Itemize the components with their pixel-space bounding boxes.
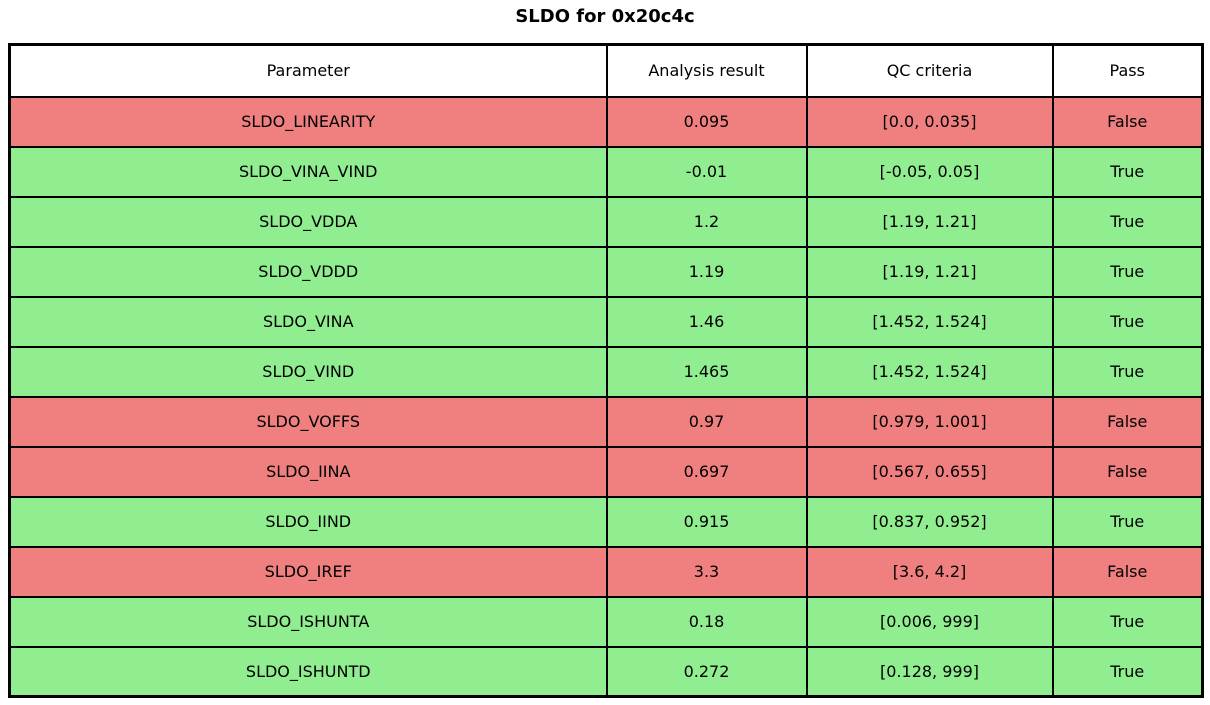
column-header-parameter: Parameter	[8, 43, 608, 98]
analysis-result-cell: 0.697	[605, 445, 808, 498]
parameter-cell: SLDO_VINA	[8, 295, 608, 348]
column-header-analysis-result: Analysis result	[605, 43, 808, 98]
pass-cell: False	[1051, 445, 1204, 498]
parameter-cell: SLDO_VDDA	[8, 195, 608, 248]
parameter-cell: SLDO_ISHUNTD	[8, 645, 608, 698]
table-row: SLDO_ISHUNTD 0.272 [0.128, 999] True	[8, 645, 1204, 698]
analysis-result-cell: 1.19	[605, 245, 808, 298]
parameter-cell: SLDO_VDDD	[8, 245, 608, 298]
analysis-result-cell: 0.272	[605, 645, 808, 698]
pass-cell: True	[1051, 495, 1204, 548]
pass-cell: False	[1051, 545, 1204, 598]
analysis-result-cell: 1.465	[605, 345, 808, 398]
analysis-result-cell: 1.2	[605, 195, 808, 248]
parameter-cell: SLDO_LINEARITY	[8, 95, 608, 148]
qc-criteria-cell: [1.452, 1.524]	[805, 345, 1054, 398]
qc-criteria-cell: [0.006, 999]	[805, 595, 1054, 648]
pass-cell: True	[1051, 645, 1204, 698]
analysis-result-cell: 0.18	[605, 595, 808, 648]
analysis-result-cell: -0.01	[605, 145, 808, 198]
table-row: SLDO_VDDD 1.19 [1.19, 1.21] True	[8, 245, 1204, 298]
pass-cell: True	[1051, 295, 1204, 348]
parameter-cell: SLDO_IREF	[8, 545, 608, 598]
qc-results-table: Parameter Analysis result QC criteria Pa…	[8, 43, 1204, 698]
column-header-pass: Pass	[1051, 43, 1204, 98]
table-row: SLDO_IINA 0.697 [0.567, 0.655] False	[8, 445, 1204, 498]
parameter-cell: SLDO_VIND	[8, 345, 608, 398]
parameter-cell: SLDO_IIND	[8, 495, 608, 548]
analysis-result-cell: 1.46	[605, 295, 808, 348]
table-row: SLDO_VDDA 1.2 [1.19, 1.21] True	[8, 195, 1204, 248]
qc-criteria-cell: [0.128, 999]	[805, 645, 1054, 698]
table-row: SLDO_IREF 3.3 [3.6, 4.2] False	[8, 545, 1204, 598]
parameter-cell: SLDO_ISHUNTA	[8, 595, 608, 648]
table-row: SLDO_VINA_VIND -0.01 [-0.05, 0.05] True	[8, 145, 1204, 198]
table-row: SLDO_IIND 0.915 [0.837, 0.952] True	[8, 495, 1204, 548]
analysis-result-cell: 0.095	[605, 95, 808, 148]
analysis-result-cell: 3.3	[605, 545, 808, 598]
pass-cell: False	[1051, 95, 1204, 148]
header-row: Parameter Analysis result QC criteria Pa…	[8, 43, 1204, 98]
analysis-result-cell: 0.97	[605, 395, 808, 448]
table-body: SLDO_LINEARITY 0.095 [0.0, 0.035] False SLDO…	[8, 95, 1204, 698]
pass-cell: True	[1051, 145, 1204, 198]
qc-criteria-cell: [-0.05, 0.05]	[805, 145, 1054, 198]
analysis-result-cell: 0.915	[605, 495, 808, 548]
pass-cell: False	[1051, 395, 1204, 448]
parameter-cell: SLDO_VINA_VIND	[8, 145, 608, 198]
qc-criteria-cell: [1.452, 1.524]	[805, 295, 1054, 348]
table-row: SLDO_LINEARITY 0.095 [0.0, 0.035] False	[8, 95, 1204, 148]
table-row: SLDO_ISHUNTA 0.18 [0.006, 999] True	[8, 595, 1204, 648]
pass-cell: True	[1051, 195, 1204, 248]
pass-cell: True	[1051, 595, 1204, 648]
pass-cell: True	[1051, 245, 1204, 298]
table-row: SLDO_VINA 1.46 [1.452, 1.524] True	[8, 295, 1204, 348]
qc-criteria-cell: [1.19, 1.21]	[805, 245, 1054, 298]
qc-criteria-cell: [0.979, 1.001]	[805, 395, 1054, 448]
qc-criteria-cell: [0.567, 0.655]	[805, 445, 1054, 498]
page-title: SLDO for 0x20c4c	[515, 6, 695, 27]
table-row: SLDO_VIND 1.465 [1.452, 1.524] True	[8, 345, 1204, 398]
table-header: Parameter Analysis result QC criteria Pa…	[8, 43, 1204, 98]
table-row: SLDO_VOFFS 0.97 [0.979, 1.001] False	[8, 395, 1204, 448]
parameter-cell: SLDO_VOFFS	[8, 395, 608, 448]
qc-criteria-cell: [0.0, 0.035]	[805, 95, 1054, 148]
qc-criteria-cell: [1.19, 1.21]	[805, 195, 1054, 248]
parameter-cell: SLDO_IINA	[8, 445, 608, 498]
pass-cell: True	[1051, 345, 1204, 398]
qc-criteria-cell: [3.6, 4.2]	[805, 545, 1054, 598]
column-header-qc-criteria: QC criteria	[805, 43, 1054, 98]
qc-criteria-cell: [0.837, 0.952]	[805, 495, 1054, 548]
